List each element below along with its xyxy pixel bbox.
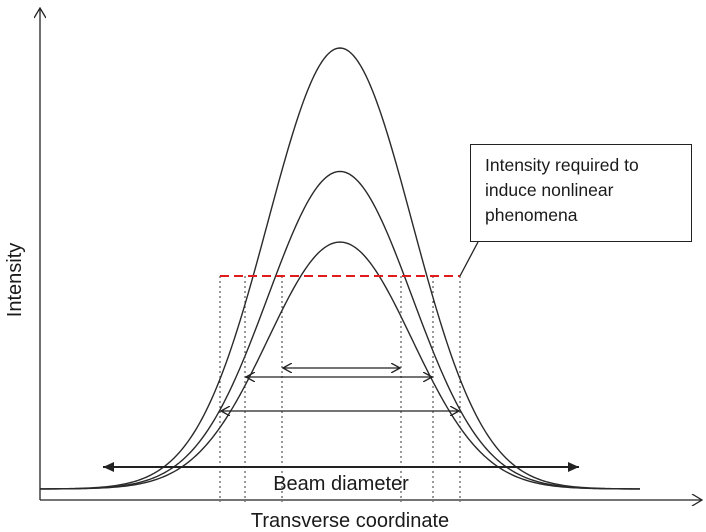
gaussian-curves — [39, 47, 641, 490]
callout-line-3: phenomena — [485, 205, 578, 225]
x-axis-label: Transverse coordinate — [251, 510, 449, 532]
dotted-guides — [219, 276, 461, 502]
beam-diameter-label: Beam diameter — [273, 473, 409, 495]
threshold-callout: Intensity required to induce nonlinear p… — [470, 144, 692, 242]
gaussian-curve-1 — [39, 47, 641, 490]
callout-line-2: induce nonlinear — [485, 180, 614, 200]
gaussian-curve-3 — [39, 241, 641, 490]
gaussian-curve-2 — [39, 170, 641, 490]
callout-leader — [459, 241, 479, 277]
y-axis-label: Intensity — [4, 243, 26, 317]
callout-line-1: Intensity required to — [485, 155, 639, 175]
